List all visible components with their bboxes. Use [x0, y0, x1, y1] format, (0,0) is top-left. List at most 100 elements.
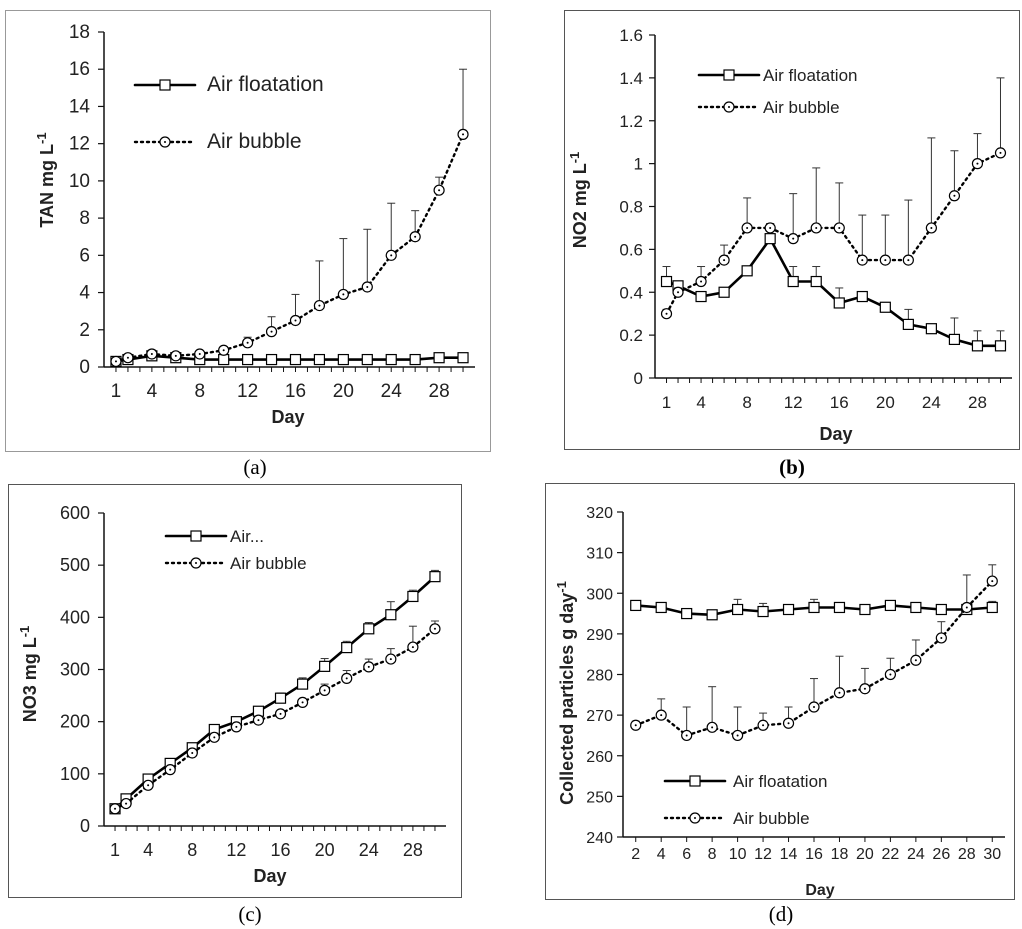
data-point-square — [630, 599, 642, 612]
x-tick-label: 4 — [147, 381, 158, 402]
x-tick-label: 2 — [631, 846, 640, 863]
legend-label: Air bubble — [733, 809, 810, 828]
legend-label: Air floatation — [733, 772, 828, 791]
data-point-square — [429, 571, 441, 583]
x-tick-label: 28 — [429, 381, 450, 402]
data-point-square — [265, 353, 278, 366]
data-point-circle-dot — [723, 259, 726, 262]
data-point-circle-dot — [389, 658, 392, 661]
y-tick-label: 8 — [79, 208, 90, 229]
data-point-square — [810, 275, 822, 288]
data-point-square — [764, 233, 776, 245]
y-tick-label: 12 — [69, 134, 90, 155]
y-tick-label: 0.6 — [619, 240, 643, 259]
data-point-square — [433, 352, 445, 364]
data-point-circle-dot — [863, 687, 866, 690]
x-tick-label: 16 — [805, 846, 823, 863]
data-point-square — [757, 605, 769, 618]
data-point-circle-dot — [769, 226, 772, 229]
y-tick-label: 200 — [60, 712, 90, 732]
legend-label: Air bubble — [230, 554, 307, 573]
data-point-square — [859, 603, 871, 616]
x-tick-label: 1 — [111, 381, 122, 402]
data-point-square — [833, 297, 845, 309]
data-point-circle-dot — [191, 751, 194, 754]
x-tick-label: 8 — [708, 846, 717, 863]
x-tick-label: 10 — [729, 846, 747, 863]
x-tick-label: 20 — [856, 846, 874, 863]
data-point-circle-dot — [301, 701, 304, 704]
data-point-square — [341, 641, 353, 654]
y-tick-label: 18 — [69, 22, 90, 43]
data-point-circle-dot — [279, 712, 282, 715]
y-tick-label: 0 — [79, 357, 90, 378]
legend-label: Air... — [230, 527, 264, 546]
data-point-circle-dot — [813, 706, 815, 708]
y-tick-label: 290 — [586, 627, 613, 644]
data-point-square — [337, 353, 349, 366]
x-tick-label: 30 — [983, 846, 1001, 863]
data-point-square — [948, 333, 961, 346]
data-point-circle-dot — [342, 293, 345, 296]
data-point-circle-dot — [246, 341, 249, 344]
data-point-circle-dot — [711, 726, 714, 729]
panel-c-frame — [8, 484, 462, 898]
data-point-circle-dot — [815, 226, 818, 229]
data-point-square — [407, 590, 419, 603]
series-line-air-bubble — [113, 627, 437, 810]
data-point-square — [782, 603, 795, 616]
y-tick-label: 0.8 — [619, 198, 643, 217]
x-tick-label: 22 — [882, 846, 900, 863]
panel-a-x-axis-label: Day — [271, 407, 304, 427]
panel-c-caption: (c) — [238, 902, 262, 926]
panel-b-chart: 0 0.2 0.4 0.6 0.8 1 1.2 1.4 1.6 1 4 8 12 16 20 24 28 Air … — [564, 10, 1020, 450]
data-point-square — [833, 601, 846, 614]
data-point-circle-dot — [222, 349, 225, 352]
y-tick-label: 0.2 — [619, 326, 643, 345]
data-point-circle-dot — [838, 691, 841, 694]
data-point-circle-dot — [114, 807, 117, 810]
data-point-circle-dot — [914, 659, 917, 662]
legend-label: Air bubble — [207, 130, 302, 153]
data-point-square — [994, 340, 1007, 352]
data-point-circle-dot — [792, 237, 795, 240]
x-tick-label: 12 — [754, 846, 772, 863]
y-tick-label: 100 — [60, 764, 90, 784]
y-tick-label: 400 — [60, 607, 90, 627]
x-tick-label: 12 — [226, 840, 246, 860]
y-tick-label: 310 — [586, 546, 613, 563]
data-point-square — [242, 353, 254, 366]
panel-c-x-axis-label: Day — [253, 866, 286, 886]
y-tick-label: 600 — [60, 503, 90, 523]
data-point-square — [363, 623, 375, 635]
data-point-square — [741, 265, 753, 277]
y-tick-label: 14 — [69, 96, 91, 117]
data-point-square — [787, 275, 799, 288]
y-tick-label: 1.2 — [619, 112, 643, 131]
data-point-square — [319, 660, 331, 672]
x-tick-label: 4 — [657, 846, 666, 863]
data-point-square — [925, 323, 937, 335]
data-point-circle-dot — [965, 606, 968, 609]
data-point-circle-dot — [660, 714, 663, 717]
y-tick-label: 320 — [586, 505, 613, 522]
data-point-circle-dot — [126, 356, 129, 359]
data-point-circle-dot — [838, 226, 841, 229]
data-point-circle-dot — [169, 768, 172, 771]
y-tick-label: 300 — [586, 586, 613, 603]
x-tick-label: 1 — [662, 393, 671, 412]
series-line-air-floatation — [114, 354, 465, 363]
panel-d-x-axis-label: Day — [805, 882, 834, 899]
y-tick-label: 280 — [586, 668, 613, 685]
data-point-circle-dot — [257, 719, 260, 722]
series-line-air-bubble — [634, 579, 994, 737]
x-tick-label: 20 — [315, 840, 335, 860]
data-point-square — [856, 290, 868, 303]
x-tick-label: 6 — [682, 846, 691, 863]
data-point-square — [296, 678, 309, 690]
data-point-circle-dot — [762, 724, 765, 727]
data-point-circle-dot — [746, 226, 749, 229]
y-tick-label: 270 — [586, 708, 613, 725]
y-tick-label: 1 — [634, 155, 643, 174]
